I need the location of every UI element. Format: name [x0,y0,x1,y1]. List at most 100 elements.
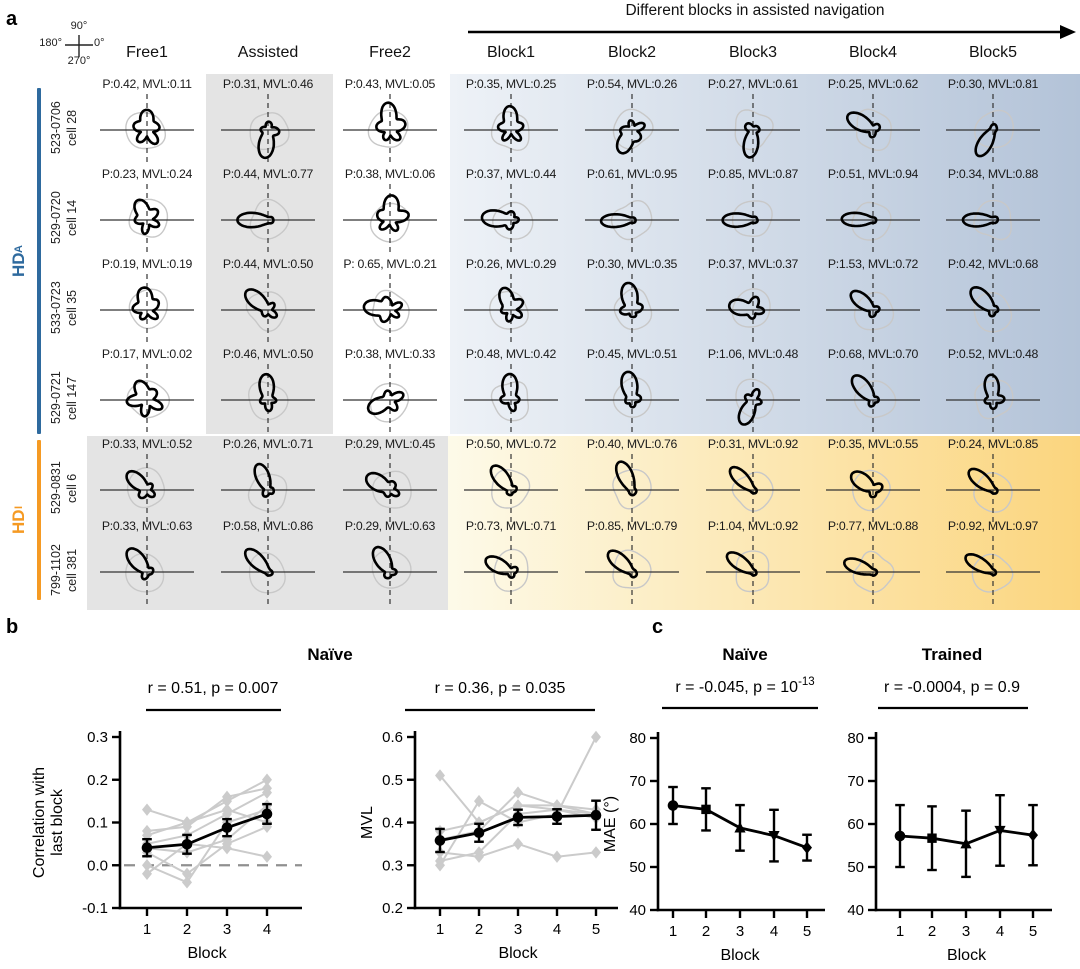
data-marker-diamond [142,803,152,816]
assisted-blocks-title: Different blocks in assisted navigation [625,2,885,19]
y-axis-label: last block [49,788,66,856]
data-marker-diamond [262,773,272,786]
row-id: 529-0721 [48,371,63,425]
row-label-529-0831: 529-0831 cell 6 [46,449,82,527]
polar-cell: P:0.61, MVL:0.95 [572,167,692,262]
cell-stats-label: P:0.23, MVL:0.24 [101,167,193,181]
tuning-curve [599,213,637,229]
polar-plot [100,94,194,166]
y-tick-label: 0.3 [87,729,108,746]
polar-plot [100,274,194,346]
row-id: 529-0720 [48,191,63,245]
chart-mae-trained: Trained r = -0.0004, p = 0.9 40 50 60 70 80 1 2 3… [847,645,1052,964]
panel-b-letter: b [6,616,19,638]
polar-cell: P:0.29, MVL:0.45 [330,437,450,532]
hdi-name: HD [9,509,28,534]
data-marker-circle [512,812,524,823]
y-tick-label: 0.4 [382,815,403,832]
data-marker-triangle-up [960,837,972,849]
polar-plot [464,536,558,608]
data-marker-triangle-down [994,825,1006,837]
polar-plot [343,94,437,166]
cell-stats-label: P:0.85, MVL:0.79 [586,519,678,533]
reference-curve [853,291,895,331]
data-marker-diamond [802,841,812,854]
row-label-523-0706: 523-0706 cell 28 [46,89,82,167]
polar-plot [221,364,315,436]
polar-plot [585,184,679,256]
polar-cell: P:0.25, MVL:0.62 [813,77,933,172]
reference-curve [371,289,410,332]
cell-stats-label: P:0.52, MVL:0.48 [947,347,1039,361]
x-tick-label: 3 [514,921,522,938]
tuning-curve [850,374,880,408]
data-marker-diamond [474,794,484,808]
cell-stats-label: P:0.92, MVL:0.97 [947,519,1039,533]
polar-cell: P:0.27, MVL:0.61 [693,77,813,172]
cell-stats-label: P:0.33, MVL:0.52 [101,437,193,451]
tuning-curve [615,119,646,155]
cell-stats-label: P:0.33, MVL:0.63 [101,519,193,533]
y-tick-label: 40 [847,902,864,919]
cell-stats-label: P:1.04, MVL:0.92 [707,519,799,533]
tuning-curve [243,288,279,319]
cell-stats-label: P:0.31, MVL:0.46 [222,77,314,91]
compass-0: 0° [94,37,105,49]
x-tick-label: 3 [962,923,970,940]
individual-series-line [146,825,268,875]
hda-group-bar [37,88,41,434]
polar-cell: P:0.48, MVL:0.42 [451,347,571,442]
polar-cell: P:0.38, MVL:0.33 [330,347,450,442]
hdi-sub: I [13,506,25,510]
y-tick-label: 50 [629,859,646,876]
mean-line [146,812,268,850]
polar-cell: P:0.33, MVL:0.52 [87,437,207,532]
polar-plot [706,364,800,436]
cell-stats-label: P:0.68, MVL:0.70 [827,347,919,361]
polar-plot [464,274,558,346]
tuning-curve [125,469,156,500]
polar-cell: P: 0.65, MVL:0.21 [330,257,450,352]
individual-series-line [146,791,268,845]
chart-title: Trained [922,645,982,664]
cell-stats-label: P:0.37, MVL:0.37 [707,257,799,271]
polar-cell: P:0.38, MVL:0.06 [330,167,450,262]
x-axis-label: Block [498,945,538,962]
tuning-curve [489,464,518,497]
polar-plot [946,536,1040,608]
y-tick-label: 70 [629,773,646,790]
x-tick-label: 2 [183,921,191,938]
polar-plot [826,94,920,166]
reference-curve [492,201,534,240]
column-header-block3: Block3 [728,44,778,61]
row-label-533-0723: 533-0723 cell 35 [46,269,82,347]
cell-stats-label: P:0.73, MVL:0.71 [465,519,557,533]
row-id: 533-0723 [48,281,63,335]
y-tick-label: 80 [629,730,646,747]
tuning-curve [843,557,879,577]
polar-plot [343,184,437,256]
y-tick-label: 40 [629,902,646,919]
data-marker-circle [141,842,153,854]
cell-stats-label: P:1.53, MVL:0.72 [827,257,919,271]
row-cell-number: cell 147 [64,376,79,420]
blocks-arrow-icon [468,25,1076,39]
polar-cell: P:0.51, MVL:0.94 [813,167,933,262]
cell-stats-label: P:0.42, MVL:0.11 [102,77,192,91]
polar-plot [706,454,800,526]
hda-group-label: HD A [8,88,30,434]
y-tick-label: 0.5 [382,772,403,789]
chart-stat: r = 0.36, p = 0.035 [435,680,566,697]
compass-legend: 90° 180° 0° 270° [30,20,114,76]
row-cell-number: cell 35 [64,289,79,327]
x-tick-label: 5 [1029,923,1037,940]
polar-cell: P:0.92, MVL:0.97 [933,519,1053,614]
y-tick-label: 70 [847,773,864,790]
tuning-curve [614,460,638,497]
polar-cell: P:0.52, MVL:0.48 [933,347,1053,442]
row-id: 529-0831 [48,461,63,515]
polar-plot [946,184,1040,256]
polar-cell: P:0.37, MVL:0.44 [451,167,571,262]
data-marker-diamond [1028,828,1038,842]
tuning-curve [961,212,1000,228]
